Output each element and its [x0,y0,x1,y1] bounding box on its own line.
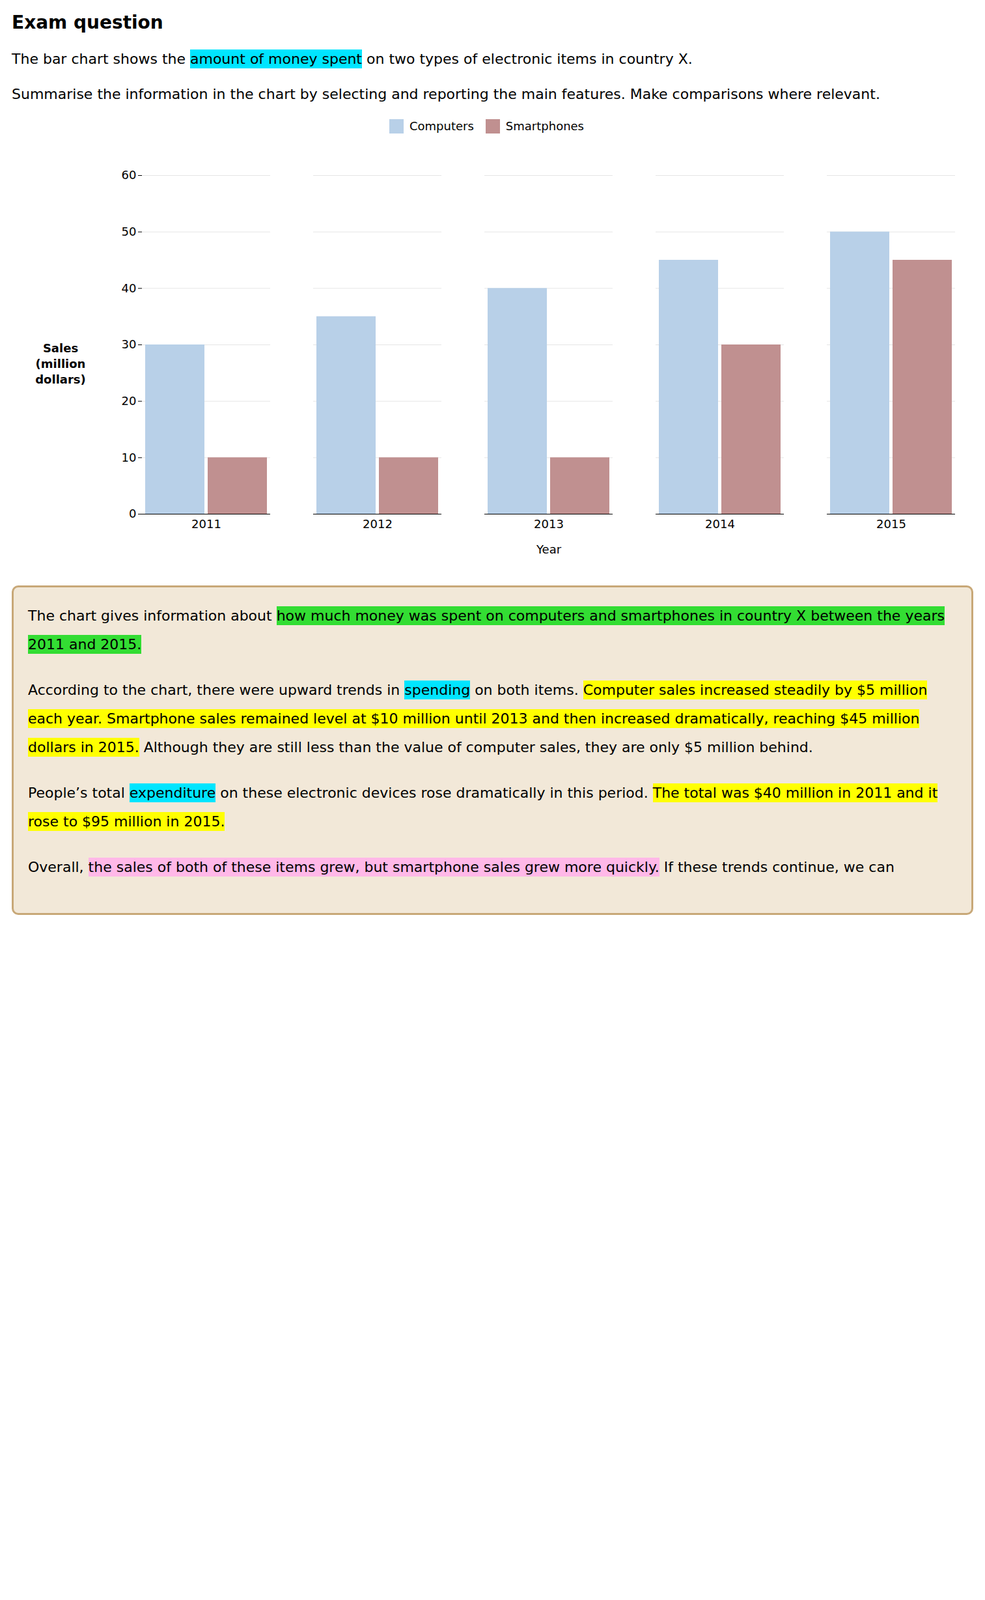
html-text:Summarise the information in t: Summarise the information in the chart b… [11,85,881,103]
html-text:People’s total expenditure on: People’s total expenditure on these elec… [27,784,938,830]
html-text:According to the chart, there: According to the chart, there were upwar… [27,681,928,756]
html-text:Computers: Computers [409,119,474,133]
svg-text:Year: Year [535,542,562,556]
svg-text:10: 10 [121,450,137,465]
svg-text:50: 50 [121,224,137,239]
svg-text:2014: 2014 [705,516,736,531]
svg-text:2011: 2011 [191,516,222,531]
svg-text:0: 0 [128,506,137,521]
html-text:The bar chart shows the amount: The bar chart shows the amount of money … [11,50,693,68]
svg-text:2013: 2013 [533,516,564,531]
html-text:Smartphones: Smartphones [505,119,584,133]
html-text:Sales (million dollars): Sales (million dollars) [35,341,86,387]
svg-text:2012: 2012 [362,516,393,531]
html-text:Overall, the sales of both of: Overall, the sales of both of these item… [27,858,895,875]
svg-text:40: 40 [121,281,137,295]
html-text:Exam question: Exam question [11,11,164,34]
svg-text:20: 20 [121,393,137,408]
svg-text:30: 30 [121,337,137,351]
svg-text:2015: 2015 [876,516,907,531]
html-text:The chart gives information ab: The chart gives information about how mu… [27,607,945,653]
svg-text:60: 60 [121,167,137,182]
